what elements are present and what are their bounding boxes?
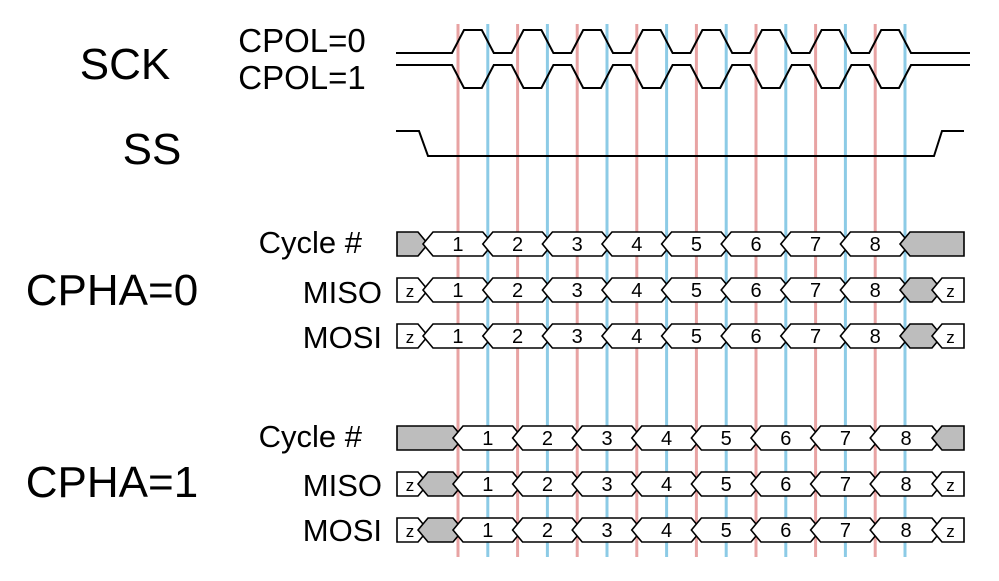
sck-label: SCK (80, 40, 170, 89)
mosi-bit-number: 6 (780, 520, 791, 542)
cycle-idle-cell (898, 231, 965, 257)
miso-bit-number: 1 (482, 474, 493, 496)
cycle-number: 2 (542, 428, 553, 450)
cycle-number: 6 (750, 234, 761, 256)
mosi-bit-number: 4 (631, 326, 642, 348)
miso-bit-number: 2 (542, 474, 553, 496)
miso-bit-number: 1 (452, 280, 463, 302)
mosi-bit-number: 1 (452, 326, 463, 348)
cpol0-label: CPOL=0 (238, 22, 366, 59)
mosi-bit-number: 7 (840, 520, 851, 542)
cycle-number: 6 (780, 428, 791, 450)
cpha0-label: CPHA=0 (26, 266, 198, 315)
cycle-number: 1 (482, 428, 493, 450)
cycle-number: 7 (810, 234, 821, 256)
mosi-label-cpha1: MOSI (303, 513, 382, 548)
miso-bit-number: 3 (572, 280, 583, 302)
mosi-bit-number: 3 (572, 326, 583, 348)
mosi-hiz-cell (930, 517, 965, 543)
cycle-idle-cell (396, 231, 430, 257)
hiz-label: z (406, 282, 415, 301)
cycle-number: 1 (452, 234, 463, 256)
cycle-number: 5 (691, 234, 702, 256)
signals: 1 2 3 4 5 6 7 8 z 1 2 3 4 5 6 7 8 z z 1 2 3 4 5 6 7 8 z 1 2 3 4 5 6 7 8 z 1 2 3… (396, 29, 970, 543)
miso-bit-number: 5 (721, 474, 732, 496)
hiz-label: z (946, 328, 955, 347)
cycle-number: 4 (631, 234, 642, 256)
mosi-bit-number: 1 (482, 520, 493, 542)
cycle-number: 8 (901, 428, 912, 450)
cpha1-label: CPHA=1 (26, 458, 198, 507)
miso-bit-number: 5 (691, 280, 702, 302)
sck-cpol1-waveform (396, 64, 970, 89)
mosi-bit-number: 7 (810, 326, 821, 348)
miso-bit-number: 7 (810, 280, 821, 302)
cycle-number: 7 (840, 428, 851, 450)
mosi-bit-number: 4 (661, 520, 672, 542)
mosi-hiz-cell (396, 323, 430, 349)
mosi-bit-number: 5 (721, 520, 732, 542)
cycle-number: 3 (601, 428, 612, 450)
mosi-bit-number: 3 (601, 520, 612, 542)
ss-waveform (396, 130, 964, 157)
miso-bit-number: 4 (631, 280, 642, 302)
cycle-number: 8 (870, 234, 881, 256)
mosi-bit-number: 5 (691, 326, 702, 348)
cycle-label-cpha1: Cycle # (259, 419, 363, 454)
miso-bit-number: 2 (512, 280, 523, 302)
hiz-label: z (946, 522, 955, 541)
ss-label: SS (123, 125, 182, 174)
cpol1-label: CPOL=1 (238, 59, 366, 96)
mosi-bit-number: 2 (512, 326, 523, 348)
cycle-number: 2 (512, 234, 523, 256)
hiz-label: z (406, 476, 415, 495)
cycle-label-cpha0: Cycle # (259, 225, 363, 260)
miso-bit-number: 6 (780, 474, 791, 496)
hiz-label: z (406, 328, 415, 347)
hiz-label: z (406, 522, 415, 541)
miso-label-cpha0: MISO (303, 275, 382, 310)
mosi-bit-number: 8 (870, 326, 881, 348)
mosi-bit-number: 2 (542, 520, 553, 542)
cycle-number: 4 (661, 428, 672, 450)
miso-bit-number: 3 (601, 474, 612, 496)
miso-bit-number: 8 (870, 280, 881, 302)
mosi-bit-number: 8 (901, 520, 912, 542)
miso-hiz-cell (930, 471, 965, 497)
miso-bit-number: 4 (661, 474, 672, 496)
hiz-label: z (946, 476, 955, 495)
sck-cpol0-waveform (396, 29, 970, 54)
cycle-idle-cell (930, 425, 965, 451)
miso-bit-number: 8 (901, 474, 912, 496)
miso-label-cpha1: MISO (303, 468, 382, 503)
miso-bit-number: 7 (840, 474, 851, 496)
hiz-label: z (946, 282, 955, 301)
cycle-number: 3 (572, 234, 583, 256)
miso-hiz-cell (930, 277, 965, 303)
miso-hiz-cell (396, 277, 430, 303)
miso-bit-number: 6 (750, 280, 761, 302)
mosi-hiz-cell (930, 323, 965, 349)
cycle-number: 5 (721, 428, 732, 450)
mosi-bit-number: 6 (750, 326, 761, 348)
mosi-label-cpha0: MOSI (303, 320, 382, 355)
